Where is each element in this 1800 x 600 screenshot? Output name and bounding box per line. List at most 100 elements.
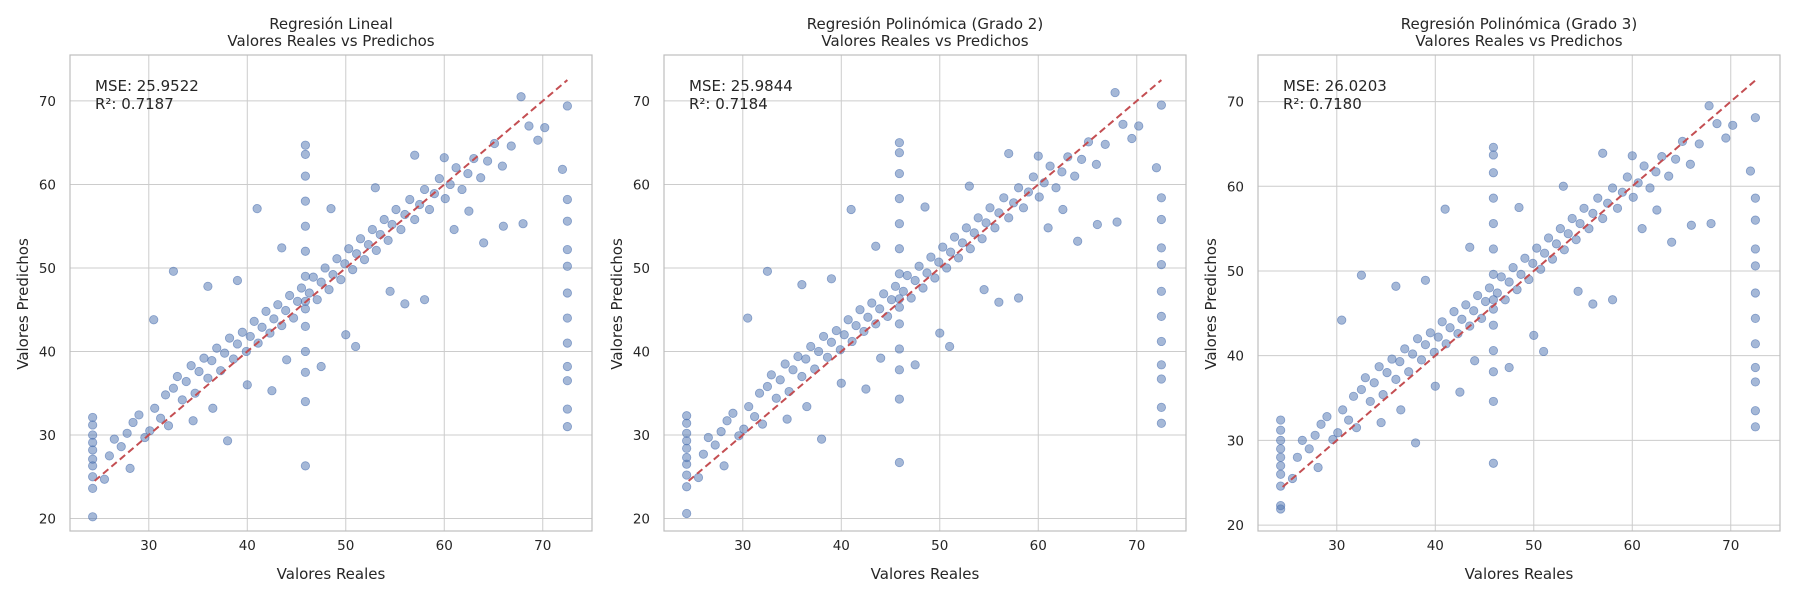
- data-point: [1488, 367, 1498, 377]
- data-point: [367, 224, 377, 235]
- mse-label: MSE: 26.0203: [1283, 77, 1387, 95]
- data-point: [766, 370, 776, 380]
- data-point: [1378, 390, 1388, 400]
- data-point: [1310, 430, 1320, 440]
- x-tick-label: 70: [1722, 538, 1739, 554]
- data-point: [1445, 323, 1455, 333]
- data-point: [1333, 428, 1343, 438]
- chart-title-line-2: Valores Reales vs Predichos: [821, 32, 1028, 50]
- data-point: [149, 315, 159, 325]
- data-point: [1461, 300, 1471, 310]
- data-point: [1382, 368, 1392, 378]
- data-point: [793, 351, 803, 362]
- data-point: [1728, 120, 1738, 130]
- data-point: [405, 194, 415, 205]
- data-point: [489, 138, 500, 149]
- data-point: [1551, 239, 1562, 249]
- data-point: [1051, 183, 1061, 193]
- data-point: [1607, 183, 1618, 193]
- data-point: [194, 366, 204, 377]
- data-point: [300, 367, 310, 377]
- data-point: [220, 348, 230, 358]
- data-point: [969, 228, 979, 238]
- y-tick-label: 40: [633, 344, 650, 360]
- data-point: [562, 404, 572, 414]
- data-point: [348, 265, 358, 275]
- plot-frame: [69, 54, 593, 532]
- data-point: [304, 288, 314, 298]
- data-point: [1004, 213, 1014, 223]
- data-point: [1356, 270, 1367, 280]
- data-point: [1058, 204, 1068, 215]
- data-point: [497, 161, 507, 171]
- x-axis-label: Valores Reales: [1465, 565, 1574, 583]
- data-point: [1664, 171, 1674, 181]
- data-point: [754, 388, 765, 398]
- data-point: [1070, 171, 1080, 181]
- y-tick-label: 70: [39, 94, 56, 110]
- data-point: [336, 275, 346, 285]
- data-point: [1645, 183, 1655, 193]
- data-point: [894, 319, 904, 329]
- data-point: [1750, 339, 1760, 349]
- data-point: [703, 432, 713, 443]
- data-point: [1488, 193, 1498, 203]
- y-tick-label: 70: [1227, 95, 1244, 111]
- data-point: [1376, 417, 1386, 428]
- data-point: [562, 261, 572, 271]
- data-point: [682, 411, 692, 421]
- data-point: [739, 424, 749, 434]
- data-point: [1387, 354, 1397, 364]
- data-point: [1425, 328, 1435, 338]
- data-point: [994, 297, 1004, 307]
- data-point: [1750, 215, 1760, 225]
- data-point: [320, 263, 330, 273]
- data-point: [562, 313, 572, 323]
- data-point: [1628, 192, 1638, 202]
- data-point: [953, 253, 964, 263]
- data-point: [871, 319, 881, 329]
- data-point: [801, 354, 811, 364]
- chart-title-line-2: Valores Reales vs Predichos: [227, 32, 434, 50]
- chart-panel-linear: Regresión Lineal Valores Reales vs Predi…: [14, 15, 593, 583]
- data-point: [935, 328, 945, 338]
- data-point: [814, 346, 824, 357]
- data-point: [300, 246, 310, 256]
- data-point: [698, 449, 708, 459]
- data-point: [934, 257, 944, 267]
- data-point: [88, 472, 98, 482]
- data-point: [693, 472, 704, 483]
- data-point: [762, 381, 773, 392]
- data-point: [906, 293, 916, 303]
- data-point: [300, 140, 310, 150]
- data-point: [156, 413, 166, 423]
- data-point: [1543, 233, 1554, 243]
- data-point: [757, 419, 768, 429]
- r2-label: R²: 0.7187: [95, 95, 174, 113]
- data-point: [383, 235, 393, 245]
- y-tick-label: 30: [39, 428, 56, 444]
- y-tick-label: 50: [1227, 264, 1244, 280]
- data-point: [1313, 462, 1323, 473]
- data-point: [363, 239, 374, 250]
- data-point: [344, 244, 354, 254]
- data-point: [682, 452, 692, 463]
- data-point: [1667, 237, 1677, 247]
- data-point: [163, 421, 174, 431]
- data-point: [806, 341, 816, 352]
- data-point: [1575, 218, 1585, 229]
- data-point: [562, 422, 572, 432]
- x-tick-label: 60: [1624, 538, 1641, 554]
- data-point: [1437, 317, 1447, 327]
- data-point: [1433, 332, 1443, 342]
- data-point: [359, 254, 370, 265]
- data-point: [308, 272, 318, 282]
- data-point: [1627, 151, 1637, 161]
- data-point: [1455, 387, 1465, 397]
- data-point: [332, 254, 342, 264]
- data-point: [379, 214, 389, 225]
- data-point: [744, 401, 754, 412]
- data-point: [449, 224, 459, 235]
- data-point: [391, 204, 401, 215]
